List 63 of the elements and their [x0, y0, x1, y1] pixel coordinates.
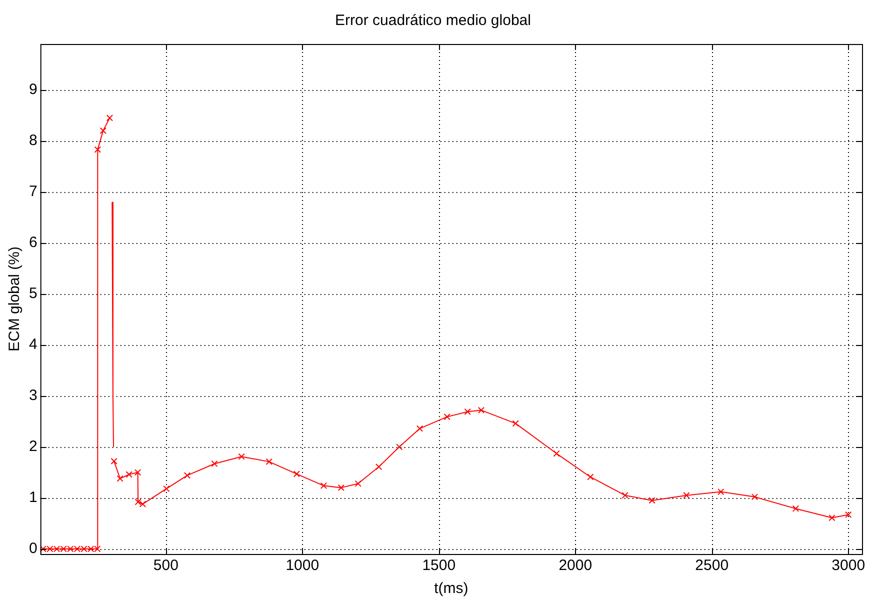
point: [40, 546, 46, 552]
y-tick-label: 3: [29, 387, 38, 404]
y-tick-label: 7: [29, 183, 38, 200]
x-tick-label: 2000: [558, 557, 592, 574]
y-tick-label: 5: [29, 285, 38, 302]
point: [116, 475, 124, 482]
point: [184, 472, 191, 479]
point: [238, 453, 245, 460]
point: [718, 488, 724, 496]
point: [94, 546, 101, 552]
chart-title: Error cuadrático medio global: [335, 12, 531, 30]
point: [134, 498, 142, 506]
y-tick-label: 9: [29, 81, 38, 98]
point: [587, 474, 594, 480]
y-axis-title: ECM global (%): [6, 246, 24, 352]
point: [338, 484, 344, 492]
point: [53, 546, 60, 552]
point: [648, 497, 656, 504]
y-tick-label: 2: [29, 438, 38, 456]
point: [46, 546, 54, 552]
point: [67, 546, 74, 552]
x-axis-title: t(ms): [434, 580, 468, 598]
point: [792, 505, 799, 512]
point: [622, 492, 628, 499]
point: [293, 470, 300, 478]
x-tick-label: 2500: [695, 557, 729, 574]
x-tick-label: 3000: [832, 557, 866, 574]
point: [106, 114, 114, 122]
point: [266, 458, 272, 466]
point: [134, 469, 142, 476]
point: [416, 425, 424, 432]
point: [396, 444, 403, 450]
point: [211, 460, 218, 468]
y-tick-label: 0: [29, 540, 38, 558]
y-tick-label: 4: [29, 336, 38, 354]
y-tick-label: 6: [29, 234, 38, 252]
point: [683, 492, 690, 499]
y-tick-label: 1: [29, 489, 38, 506]
point: [512, 420, 519, 427]
point: [478, 406, 485, 414]
point: [376, 463, 382, 470]
point: [163, 485, 170, 492]
point: [74, 546, 81, 552]
point: [139, 500, 146, 508]
point: [110, 458, 118, 465]
y-tick-label: 8: [29, 132, 38, 150]
x-tick-label: 1500: [422, 557, 456, 574]
point: [464, 408, 471, 416]
point: [845, 511, 852, 518]
point: [88, 546, 94, 552]
x-tick-label: 500: [153, 557, 178, 574]
point: [751, 494, 758, 500]
point: [60, 546, 67, 552]
point: [828, 514, 836, 522]
point: [100, 127, 106, 134]
point: [320, 482, 328, 489]
point: [553, 450, 560, 457]
point: [354, 480, 362, 487]
point: [80, 546, 88, 552]
point: [94, 146, 101, 153]
point: [444, 413, 450, 420]
x-tick-label: 1000: [286, 557, 320, 574]
point: [126, 471, 132, 478]
